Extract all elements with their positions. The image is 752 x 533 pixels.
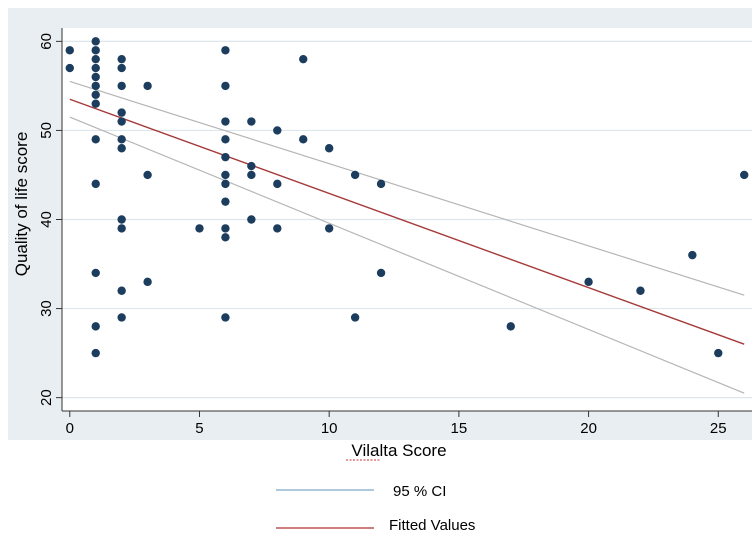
data-point-59	[688, 250, 697, 260]
data-point-6	[91, 72, 100, 82]
data-point-45	[273, 126, 282, 135]
data-point-48	[299, 54, 308, 64]
x-tick-label-25: 25	[710, 420, 727, 437]
x-tick-label-15: 15	[451, 420, 468, 437]
data-point-15	[117, 54, 126, 64]
data-point-30	[221, 46, 230, 55]
y-tick-label-60: 60	[38, 33, 55, 50]
data-point-23	[117, 224, 126, 233]
tick-labels: 20 30 40 50 60 0 5 10 15 20 25	[38, 33, 727, 437]
data-point-50	[324, 144, 334, 153]
data-point-42	[247, 161, 256, 171]
data-point-13	[91, 322, 100, 331]
data-point-18	[117, 108, 126, 117]
data-point-19	[117, 117, 126, 126]
data-point-25	[117, 313, 126, 322]
y-axis-title: Quality of life score	[12, 132, 31, 277]
data-point-55	[376, 268, 386, 278]
axes	[56, 28, 752, 417]
data-point-37	[221, 197, 230, 206]
legend-ci-label: 95 % CI	[393, 483, 446, 500]
data-point-2	[91, 37, 100, 46]
data-point-14	[91, 348, 100, 358]
data-point-4	[91, 54, 100, 64]
data-point-26	[143, 81, 152, 91]
data-point-32	[221, 117, 230, 126]
data-point-1	[65, 63, 74, 73]
data-point-22	[117, 215, 126, 224]
data-point-60	[714, 348, 723, 358]
data-point-27	[143, 170, 152, 180]
data-point-0	[65, 46, 74, 55]
data-point-36	[221, 179, 230, 189]
fitted-line	[69, 98, 745, 345]
data-point-5	[91, 63, 100, 73]
data-point-12	[91, 268, 100, 278]
data-point-38	[221, 224, 230, 233]
data-point-41	[247, 117, 256, 126]
x-tick-label-5: 5	[195, 420, 203, 437]
data-point-49	[299, 135, 308, 144]
data-point-7	[91, 81, 100, 91]
data-point-33	[221, 135, 230, 144]
data-points	[65, 37, 749, 358]
ci-line-2	[69, 80, 745, 296]
data-point-39	[221, 233, 230, 242]
data-point-53	[350, 313, 360, 322]
legend-fitted-label: Fitted Values	[389, 517, 475, 533]
data-point-40	[221, 313, 230, 322]
data-point-54	[376, 179, 386, 189]
y-tick-label-40: 40	[38, 211, 55, 228]
x-axis-title: Vilalta Score	[351, 441, 446, 460]
y-tick-label-50: 50	[38, 122, 55, 139]
x-tick-label-20: 20	[580, 420, 597, 437]
fitted-line-layer	[69, 98, 745, 345]
data-point-29	[195, 224, 204, 233]
data-point-28	[143, 277, 152, 287]
data-point-8	[91, 90, 100, 100]
data-point-16	[117, 63, 126, 73]
data-point-21	[117, 144, 126, 153]
confidence-interval-lines	[69, 80, 745, 394]
data-point-43	[247, 170, 256, 180]
data-point-56	[506, 322, 515, 331]
data-point-34	[221, 152, 230, 162]
x-tick-label-10: 10	[321, 420, 338, 437]
gridlines	[62, 40, 752, 399]
data-point-24	[117, 286, 126, 295]
data-point-9	[91, 99, 100, 108]
data-point-52	[350, 170, 360, 180]
data-point-57	[584, 277, 593, 287]
y-tick-label-30: 30	[38, 300, 55, 317]
ci-line-3	[69, 116, 745, 394]
data-point-10	[91, 135, 100, 144]
data-point-20	[117, 135, 126, 144]
y-tick-label-20: 20	[38, 389, 55, 406]
data-point-51	[324, 224, 334, 233]
legend: 95 % CI Fitted Values	[276, 483, 475, 533]
data-point-31	[221, 81, 230, 91]
data-point-3	[91, 46, 100, 55]
data-point-46	[273, 179, 282, 189]
x-tick-label-0: 0	[66, 420, 74, 437]
data-point-35	[221, 170, 230, 180]
data-point-17	[117, 81, 126, 91]
data-point-44	[247, 215, 256, 224]
data-point-47	[273, 224, 282, 233]
data-point-61	[740, 170, 749, 180]
data-point-11	[91, 179, 100, 189]
data-point-58	[636, 286, 645, 295]
